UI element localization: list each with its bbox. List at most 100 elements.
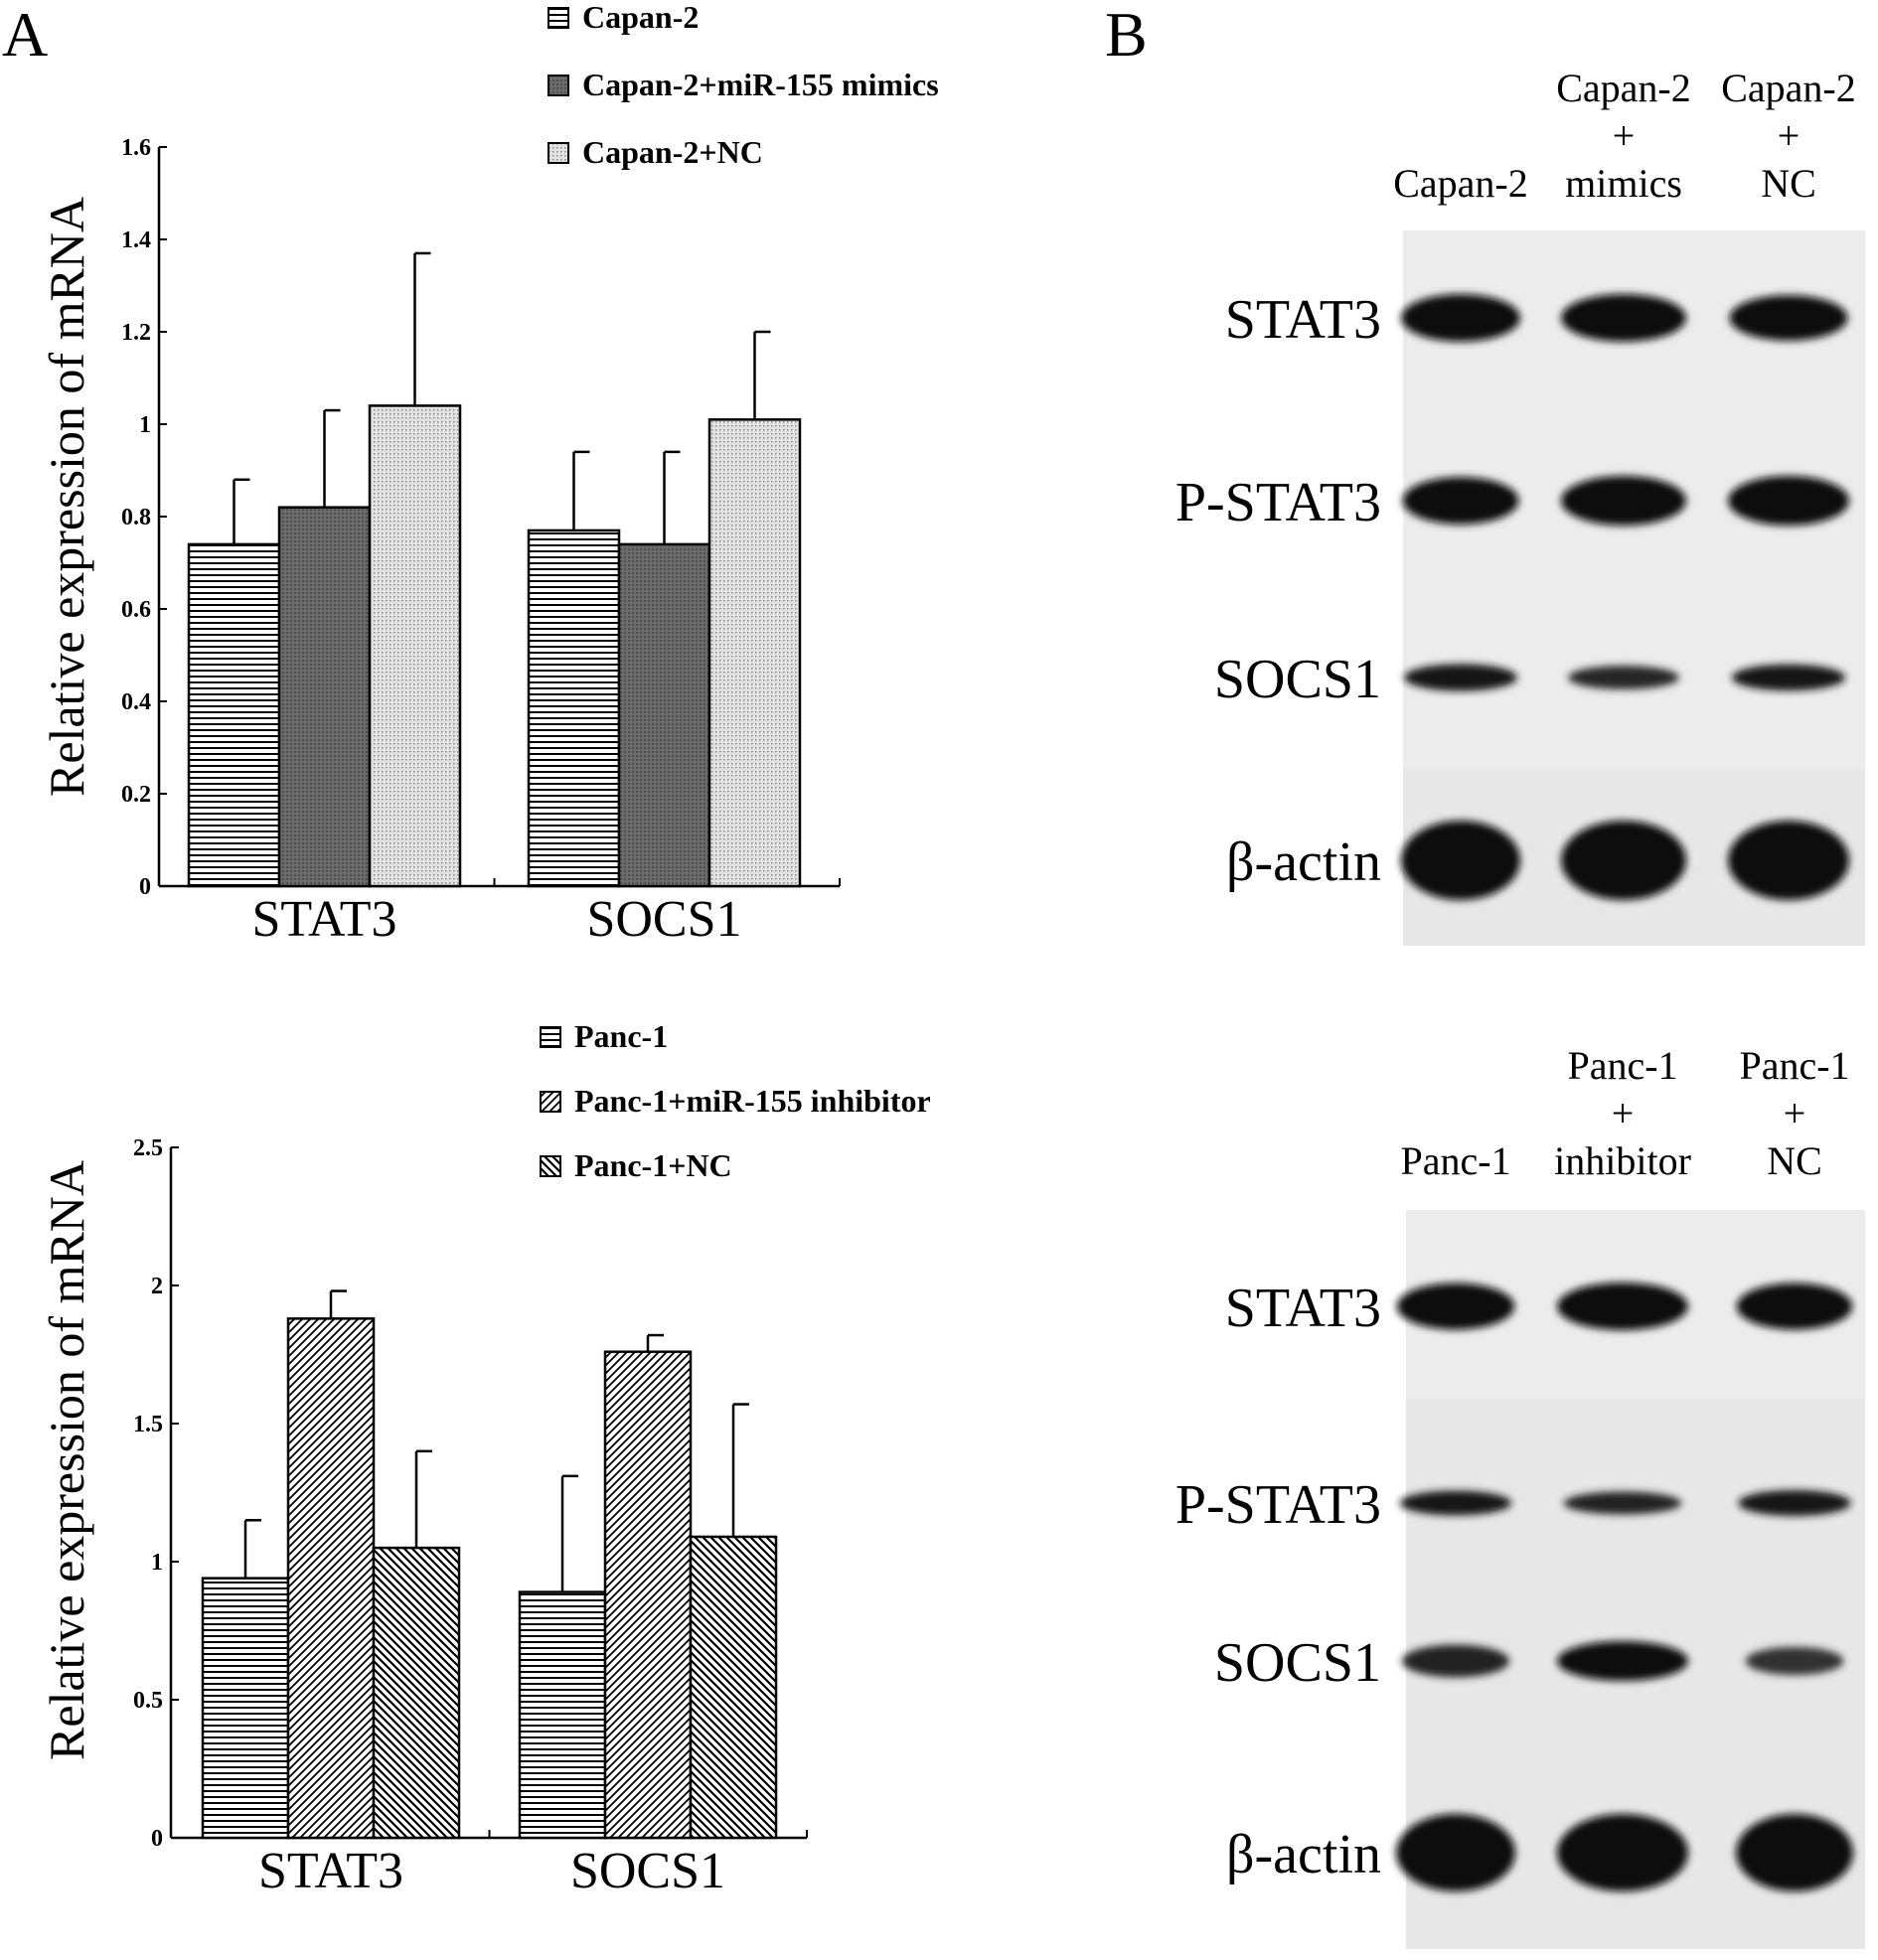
bar-stat3-2 xyxy=(372,1546,461,1840)
bar-socs1-0 xyxy=(518,1590,607,1840)
legend-swatch xyxy=(540,1091,561,1113)
lane-label: Panc-1 xyxy=(1567,1043,1677,1088)
bar-stat3-0 xyxy=(187,542,281,888)
lane-label: + xyxy=(1778,113,1800,158)
lane-label: Capan-2 xyxy=(1721,66,1856,110)
protein-label: P-STAT3 xyxy=(1175,1474,1381,1536)
y-tick-label: 1.2 xyxy=(121,320,151,346)
bar-stat3-1 xyxy=(277,506,372,888)
western-blot-capan2: Capan-2Capan-2+mimicsCapan-2+NCSTAT3P-ST… xyxy=(1175,66,1865,946)
blot-band xyxy=(1404,664,1517,691)
y-tick-label: 0 xyxy=(139,874,151,900)
lane-label: Capan-2 xyxy=(1556,66,1691,110)
y-tick-label: 2 xyxy=(151,1274,163,1299)
y-tick-label: 0.6 xyxy=(121,597,151,623)
blot-band xyxy=(1396,1814,1515,1891)
blot-band xyxy=(1401,294,1520,342)
lane-label: Capan-2 xyxy=(1393,161,1528,206)
y-tick-label: 0.8 xyxy=(121,505,151,530)
protein-label: STAT3 xyxy=(1225,1278,1381,1339)
bar-stat3-0 xyxy=(201,1577,290,1840)
chart-bars xyxy=(201,1289,778,1840)
panel-letter-b: B xyxy=(1105,0,1148,70)
legend-entry: Panc-1+miR-155 inhibitor xyxy=(574,1083,931,1119)
protein-label: β-actin xyxy=(1226,831,1381,893)
legend-entry: Capan-2+NC xyxy=(582,134,763,170)
legend-swatch xyxy=(548,142,569,164)
bar-socs1-1 xyxy=(617,542,711,888)
y-tick-label: 2.5 xyxy=(133,1135,163,1161)
legend-entry: Capan-2 xyxy=(582,0,699,35)
lane-label: NC xyxy=(1761,161,1816,206)
blot-band xyxy=(1561,821,1686,900)
blot-band xyxy=(1557,1282,1688,1330)
chart-legend: Capan-2 Capan-2+miR-155 mimics Capan-2+NC xyxy=(548,0,939,170)
protein-label: STAT3 xyxy=(1225,289,1381,351)
protein-label: P-STAT3 xyxy=(1175,472,1381,533)
legend-entry: Panc-1+NC xyxy=(574,1147,732,1183)
bar-socs1-1 xyxy=(603,1350,693,1840)
blot-band xyxy=(1729,295,1848,341)
y-axis-label: Relative expression of mRNA xyxy=(39,197,94,797)
bar-socs1-2 xyxy=(707,418,802,888)
lane-label: + xyxy=(1612,1091,1635,1135)
lane-label: + xyxy=(1784,1091,1806,1135)
y-axis-label: Relative expression of mRNA xyxy=(39,1160,94,1760)
y-tick-label: 0.4 xyxy=(121,689,151,715)
panel-letter-a: A xyxy=(2,0,48,70)
blot-band xyxy=(1557,1814,1688,1891)
legend-swatch xyxy=(548,75,569,96)
y-tick-label: 1 xyxy=(139,412,151,438)
lane-label: Panc-1 xyxy=(1400,1138,1510,1183)
bar-socs1-0 xyxy=(527,528,621,888)
blot-band xyxy=(1401,821,1520,900)
y-tick-label: 0.2 xyxy=(121,782,151,808)
lane-label: inhibitor xyxy=(1554,1138,1691,1183)
blot-band xyxy=(1568,666,1679,689)
blot-band xyxy=(1745,1646,1844,1676)
y-tick-label: 1.5 xyxy=(133,1412,163,1437)
y-tick-label: 0 xyxy=(151,1826,163,1852)
lane-label: mimics xyxy=(1565,161,1682,206)
legend-entry: Panc-1 xyxy=(574,1018,668,1054)
blot-band xyxy=(1563,1491,1682,1515)
category-label: STAT3 xyxy=(251,891,396,948)
category-label: SOCS1 xyxy=(570,1843,725,1899)
blot-band xyxy=(1738,1489,1851,1517)
y-tick-label: 1.4 xyxy=(121,227,151,253)
blot-band xyxy=(1561,294,1686,342)
blot-band xyxy=(1557,1641,1688,1681)
bar-socs1-2 xyxy=(689,1535,778,1840)
y-tick-label: 0.5 xyxy=(133,1688,163,1714)
legend-swatch xyxy=(548,7,569,29)
protein-label: β-actin xyxy=(1226,1824,1381,1885)
blot-band xyxy=(1402,477,1519,525)
legend-swatch xyxy=(540,1155,561,1177)
lane-label: Panc-1 xyxy=(1739,1043,1849,1088)
blot-band xyxy=(1728,476,1849,526)
blot-band xyxy=(1402,1644,1509,1678)
western-blot-panc1: Panc-1Panc-1+inhibitorPanc-1+NCSTAT3P-ST… xyxy=(1175,1043,1865,1949)
lane-label: + xyxy=(1613,113,1636,158)
bar-stat3-1 xyxy=(286,1317,376,1840)
blot-band xyxy=(1561,476,1686,526)
protein-label: SOCS1 xyxy=(1214,649,1381,710)
category-labels: STAT3 SOCS1 xyxy=(258,1843,725,1899)
chart-legend: Panc-1 Panc-1+miR-155 inhibitor Panc-1+NC xyxy=(540,1018,931,1183)
blot-band xyxy=(1731,664,1846,691)
blot-band xyxy=(1399,1490,1512,1516)
bar-stat3-2 xyxy=(368,404,462,888)
blot-band xyxy=(1728,821,1849,900)
protein-label: SOCS1 xyxy=(1214,1632,1381,1694)
blot-band xyxy=(1396,1282,1515,1330)
blot-band xyxy=(1736,1814,1853,1891)
y-tick-label: 1 xyxy=(151,1550,163,1576)
category-label: STAT3 xyxy=(258,1843,403,1899)
chart-bars xyxy=(187,251,802,888)
lane-label: NC xyxy=(1767,1138,1822,1183)
legend-swatch xyxy=(540,1026,561,1048)
legend-entry: Capan-2+miR-155 mimics xyxy=(582,67,939,102)
